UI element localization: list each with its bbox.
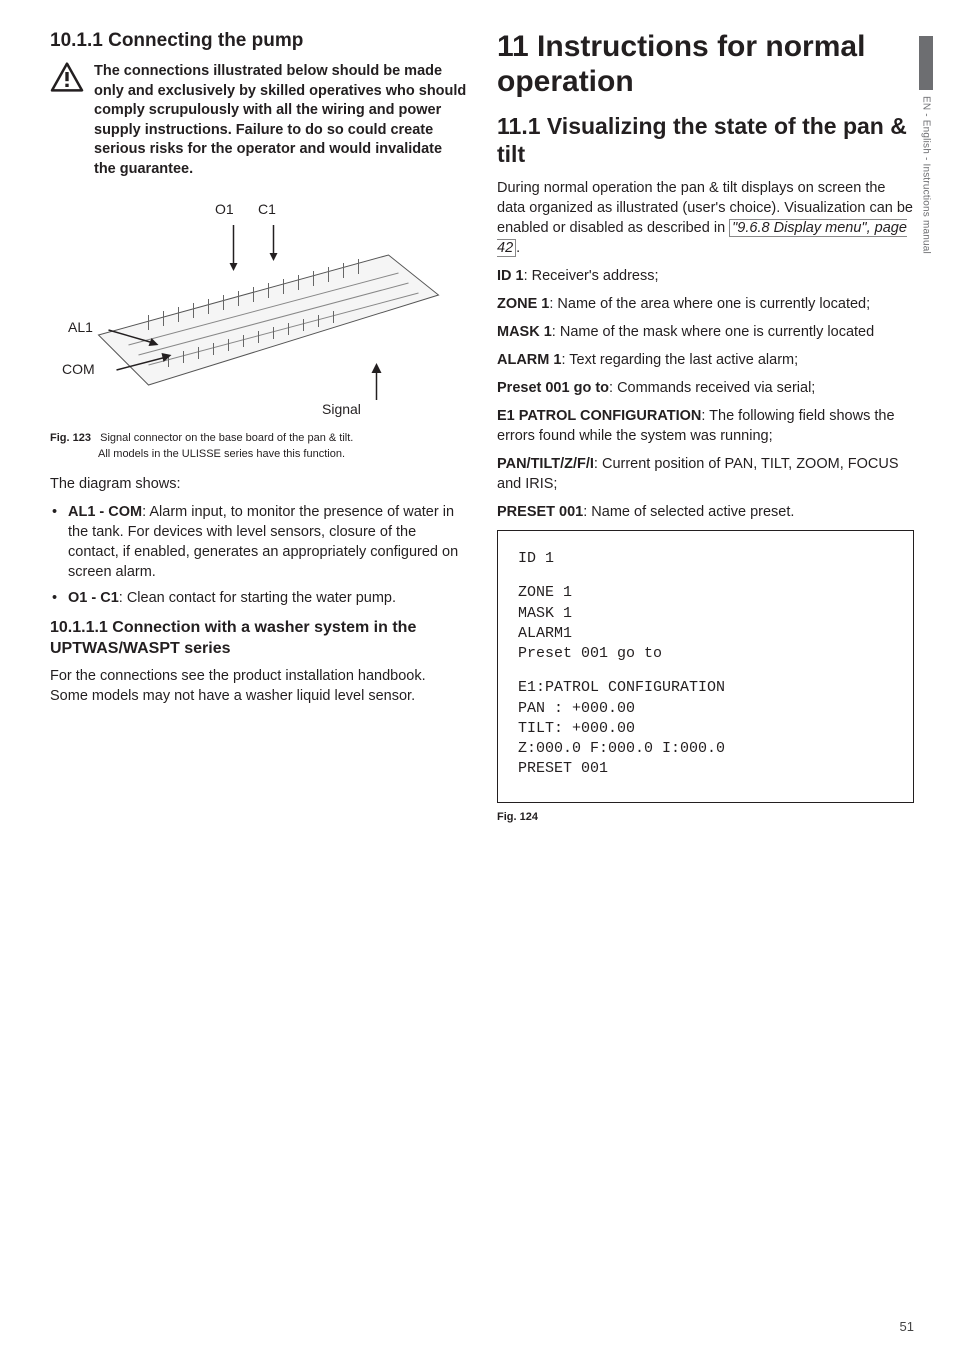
osd-line-9: Z:000.0 F:000.0 I:000.0 <box>518 739 893 759</box>
bullet-o1-c1: O1 - C1: Clean contact for starting the … <box>50 588 467 608</box>
p1b: . <box>516 240 520 256</box>
osd-line-5: Preset 001 go to <box>518 644 893 664</box>
definition-term: PAN/TILT/Z/F/I <box>497 456 594 472</box>
diagram-shows-text: The diagram shows: <box>50 474 467 494</box>
osd-line-1: ID 1 <box>518 549 893 569</box>
heading-10-1-1: 10.1.1 Connecting the pump <box>50 30 467 52</box>
definition-text: : Name of the area where one is currentl… <box>549 296 870 312</box>
heading-11-1: 11.1 Visualizing the state of the pan & … <box>497 113 914 168</box>
fig-123-text1: Signal connector on the base board of th… <box>100 432 353 444</box>
osd-line-10: PRESET 001 <box>518 759 893 779</box>
definition-term: PRESET 001 <box>497 504 583 520</box>
p-10-1-1-1: For the connections see the product inst… <box>50 666 467 706</box>
heading-11: 11 Instructions for normal operation <box>497 30 914 99</box>
definition-term: ALARM 1 <box>497 352 561 368</box>
osd-line-4: ALARM1 <box>518 624 893 644</box>
definition-text: : Text regarding the last active alarm; <box>561 352 798 368</box>
osd-display-box: ID 1 ZONE 1 MASK 1 ALARM1 Preset 001 go … <box>497 530 914 803</box>
definition-item: MASK 1: Name of the mask where one is cu… <box>497 322 914 342</box>
label-o1: O1 <box>215 201 234 217</box>
fig-123-label: Fig. 123 <box>50 432 91 444</box>
bullet-list: AL1 - COM: Alarm input, to monitor the p… <box>50 502 467 608</box>
label-c1: C1 <box>258 201 276 217</box>
definition-item: Preset 001 go to: Commands received via … <box>497 378 914 398</box>
warning-text: The connections illustrated below should… <box>94 62 467 179</box>
page-number: 51 <box>900 1319 914 1334</box>
p-11-1-intro: During normal operation the pan & tilt d… <box>497 178 914 258</box>
side-language-tab: EN - English - Instructions manual <box>916 36 936 254</box>
definition-item: E1 PATROL CONFIGURATION: The following f… <box>497 406 914 446</box>
definition-item: PAN/TILT/Z/F/I: Current position of PAN,… <box>497 454 914 494</box>
definition-term: Preset 001 go to <box>497 380 609 396</box>
osd-line-3: MASK 1 <box>518 604 893 624</box>
definition-text: : Receiver's address; <box>524 268 659 284</box>
osd-line-2: ZONE 1 <box>518 583 893 603</box>
bullet2-text: : Clean contact for starting the water p… <box>119 590 396 606</box>
definition-text: : Commands received via serial; <box>609 380 815 396</box>
bullet2-bold: O1 - C1 <box>68 590 119 606</box>
fig-124-label: Fig. 124 <box>497 811 914 823</box>
definition-term: ID 1 <box>497 268 524 284</box>
side-tab-bar <box>919 36 933 90</box>
label-al1: AL1 <box>68 319 93 335</box>
heading-10-1-1-1: 10.1.1.1 Connection with a washer system… <box>50 618 467 660</box>
page-container: 10.1.1 Connecting the pump The connectio… <box>0 0 954 843</box>
osd-line-7: PAN : +000.00 <box>518 699 893 719</box>
right-column: 11 Instructions for normal operation 11.… <box>497 30 914 823</box>
definition-text: : Name of selected active preset. <box>583 504 794 520</box>
osd-line-6: E1:PATROL CONFIGURATION <box>518 678 893 698</box>
definition-term: MASK 1 <box>497 324 552 340</box>
definition-item: ALARM 1: Text regarding the last active … <box>497 350 914 370</box>
definitions-list: ID 1: Receiver's address;ZONE 1: Name of… <box>497 266 914 522</box>
connector-diagram: O1 C1 AL1 COM Signal <box>50 195 467 425</box>
warning-block: The connections illustrated below should… <box>50 62 467 179</box>
definition-term: ZONE 1 <box>497 296 549 312</box>
label-com: COM <box>62 361 95 377</box>
fig-123-caption: Fig. 123 Signal connector on the base bo… <box>50 431 467 462</box>
definition-text: : Name of the mask where one is currentl… <box>552 324 874 340</box>
fig-123-text2: All models in the ULISSE series have thi… <box>50 447 467 462</box>
definition-item: ID 1: Receiver's address; <box>497 266 914 286</box>
left-column: 10.1.1 Connecting the pump The connectio… <box>50 30 467 823</box>
osd-line-8: TILT: +000.00 <box>518 719 893 739</box>
definition-term: E1 PATROL CONFIGURATION <box>497 408 701 424</box>
definition-item: ZONE 1: Name of the area where one is cu… <box>497 294 914 314</box>
warning-triangle-icon <box>50 62 84 92</box>
bullet1-bold: AL1 - COM <box>68 504 142 520</box>
side-tab-text: EN - English - Instructions manual <box>921 96 932 254</box>
label-signal: Signal <box>322 401 361 417</box>
bullet-al1-com: AL1 - COM: Alarm input, to monitor the p… <box>50 502 467 582</box>
definition-item: PRESET 001: Name of selected active pres… <box>497 502 914 522</box>
